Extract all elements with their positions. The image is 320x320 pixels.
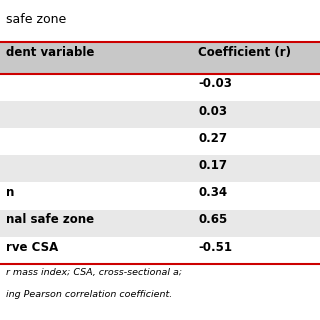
Text: rve CSA: rve CSA [6,241,59,254]
Text: 0.34: 0.34 [198,186,228,199]
FancyBboxPatch shape [0,101,320,128]
Text: 0.03: 0.03 [198,105,228,118]
Text: n: n [6,186,15,199]
FancyBboxPatch shape [0,182,320,210]
FancyBboxPatch shape [0,74,320,101]
Text: Coefficient (r): Coefficient (r) [198,46,292,60]
FancyBboxPatch shape [0,237,320,264]
Text: nal safe zone: nal safe zone [6,213,94,227]
Text: ing Pearson correlation coefficient.: ing Pearson correlation coefficient. [6,290,173,299]
Text: safe zone: safe zone [6,13,67,26]
Text: 0.27: 0.27 [198,132,228,145]
Text: 0.65: 0.65 [198,213,228,227]
Text: dent variable: dent variable [6,46,95,60]
FancyBboxPatch shape [0,128,320,155]
Text: -0.03: -0.03 [198,77,232,91]
Text: -0.51: -0.51 [198,241,232,254]
FancyBboxPatch shape [0,155,320,182]
FancyBboxPatch shape [0,42,320,74]
FancyBboxPatch shape [0,210,320,237]
Text: r mass index; CSA, cross-sectional a;: r mass index; CSA, cross-sectional a; [6,268,182,277]
Text: 0.17: 0.17 [198,159,228,172]
